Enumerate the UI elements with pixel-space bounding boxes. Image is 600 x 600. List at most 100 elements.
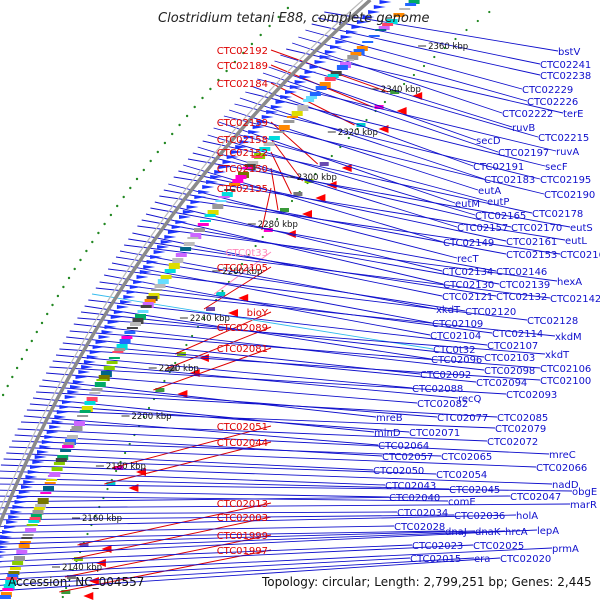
right-gene-label: bstV [558, 47, 580, 58]
right-gene-label: CTC02134 [442, 267, 493, 278]
strand-arrow [10, 510, 23, 514]
right-leader-line [218, 121, 456, 204]
left-gene-label: CTC02089 [217, 323, 268, 334]
gene-box [146, 296, 158, 301]
strand-arrow [126, 290, 139, 294]
strand-arrow-track [0, 0, 392, 568]
right-leader-line [183, 164, 444, 243]
strand-arrow [0, 545, 9, 549]
gene-box [180, 247, 192, 251]
track-dot [259, 33, 262, 37]
right-leader-line [20, 421, 488, 442]
right-leader-line [9, 446, 537, 468]
strand-arrow [289, 85, 302, 89]
right-leader-line [197, 146, 458, 228]
track-dot [109, 213, 113, 217]
right-gene-label: xkdT [545, 350, 570, 361]
track-dot-inner [314, 172, 317, 176]
strand-arrow [266, 110, 279, 114]
right-leader-line [73, 323, 485, 371]
kbp-tick-label: 2360 kbp [428, 42, 468, 52]
gene-box [140, 305, 152, 308]
strand-arrow [4, 525, 17, 529]
left-leader-line [270, 138, 303, 182]
track-dot [129, 186, 132, 190]
track-dot [242, 51, 245, 55]
gene-box [62, 445, 74, 448]
track-dot [85, 249, 88, 253]
right-leader-line [0, 514, 517, 527]
track-dot [217, 78, 220, 82]
gene-box [8, 571, 20, 575]
gene-box [51, 467, 63, 471]
right-gene-label: dnaK [475, 527, 501, 538]
right-gene-label: CTC02222 [502, 109, 553, 120]
gene-box [194, 228, 205, 232]
right-leader-line [0, 557, 501, 592]
gene-box [2, 588, 14, 591]
gene-box [91, 388, 103, 391]
left-marker [114, 466, 123, 470]
strand-arrow [30, 465, 42, 469]
red-arrow [228, 309, 238, 317]
gene-box [336, 65, 348, 70]
right-gene-label: CTC02183 [484, 175, 535, 186]
gene-box [126, 327, 138, 329]
genome-backbone [0, 0, 372, 528]
right-gene-label: CTC02036 [454, 511, 505, 522]
track-dot [268, 24, 271, 28]
strand-arrow [75, 375, 88, 379]
track-dot-inner [174, 361, 177, 365]
gene-box [172, 258, 184, 263]
strand-arrow [280, 95, 293, 99]
right-gene-label: eutP [487, 197, 509, 208]
track-dot [171, 132, 174, 136]
strand-arrow [235, 145, 248, 149]
right-leader-line [173, 176, 566, 241]
gene-box [19, 541, 31, 543]
left-gene-label: CTC02081 [217, 344, 268, 355]
track-dot [163, 141, 167, 145]
right-leader-line [257, 78, 557, 152]
strand-arrow [218, 165, 231, 169]
right-gene-label: prmA [552, 544, 579, 555]
gene-box [137, 310, 149, 313]
strand-arrow [70, 385, 82, 389]
track-dot [25, 348, 28, 352]
track-dot [277, 15, 280, 19]
strand-arrow [104, 325, 117, 329]
strand-arrow [330, 45, 342, 49]
strand-arrow [12, 505, 25, 509]
gene-box [103, 366, 115, 370]
gene-box [98, 375, 110, 381]
red-arrow [341, 164, 352, 172]
right-gene-label: secD [476, 136, 501, 147]
left-marker [155, 388, 165, 392]
strand-arrow [46, 430, 59, 434]
left-gene-label: bioY [247, 308, 269, 319]
right-gene-label: CTC02149 [443, 238, 494, 249]
right-gene-label: CTC02170 [511, 223, 562, 234]
right-leader-line [0, 530, 446, 539]
right-gene-label: CTC02130 [443, 280, 494, 291]
right-leader-line [234, 103, 541, 180]
right-gene-label: CTC02157 [457, 223, 508, 234]
right-leader-line [95, 287, 556, 337]
strand-arrow [101, 330, 114, 334]
kbp-tick-label: 2180 kbp [106, 462, 146, 472]
gene-box [108, 357, 120, 359]
right-gene-label: mreB [376, 413, 403, 424]
left-marker [167, 367, 177, 371]
kbp-tick-label: 2260 kbp [222, 267, 262, 277]
strand-arrow [351, 25, 364, 29]
track-dot-inner [365, 118, 368, 122]
strand-arrow [243, 135, 256, 139]
gene-box [86, 397, 98, 402]
strand-arrow [0, 550, 7, 554]
left-gene-label: CTC02135 [217, 184, 268, 195]
gene-box [26, 524, 38, 526]
gene-box [57, 455, 69, 460]
right-gene-label: CTC02215 [538, 133, 589, 144]
right-gene-label: CTC02139 [499, 280, 550, 291]
